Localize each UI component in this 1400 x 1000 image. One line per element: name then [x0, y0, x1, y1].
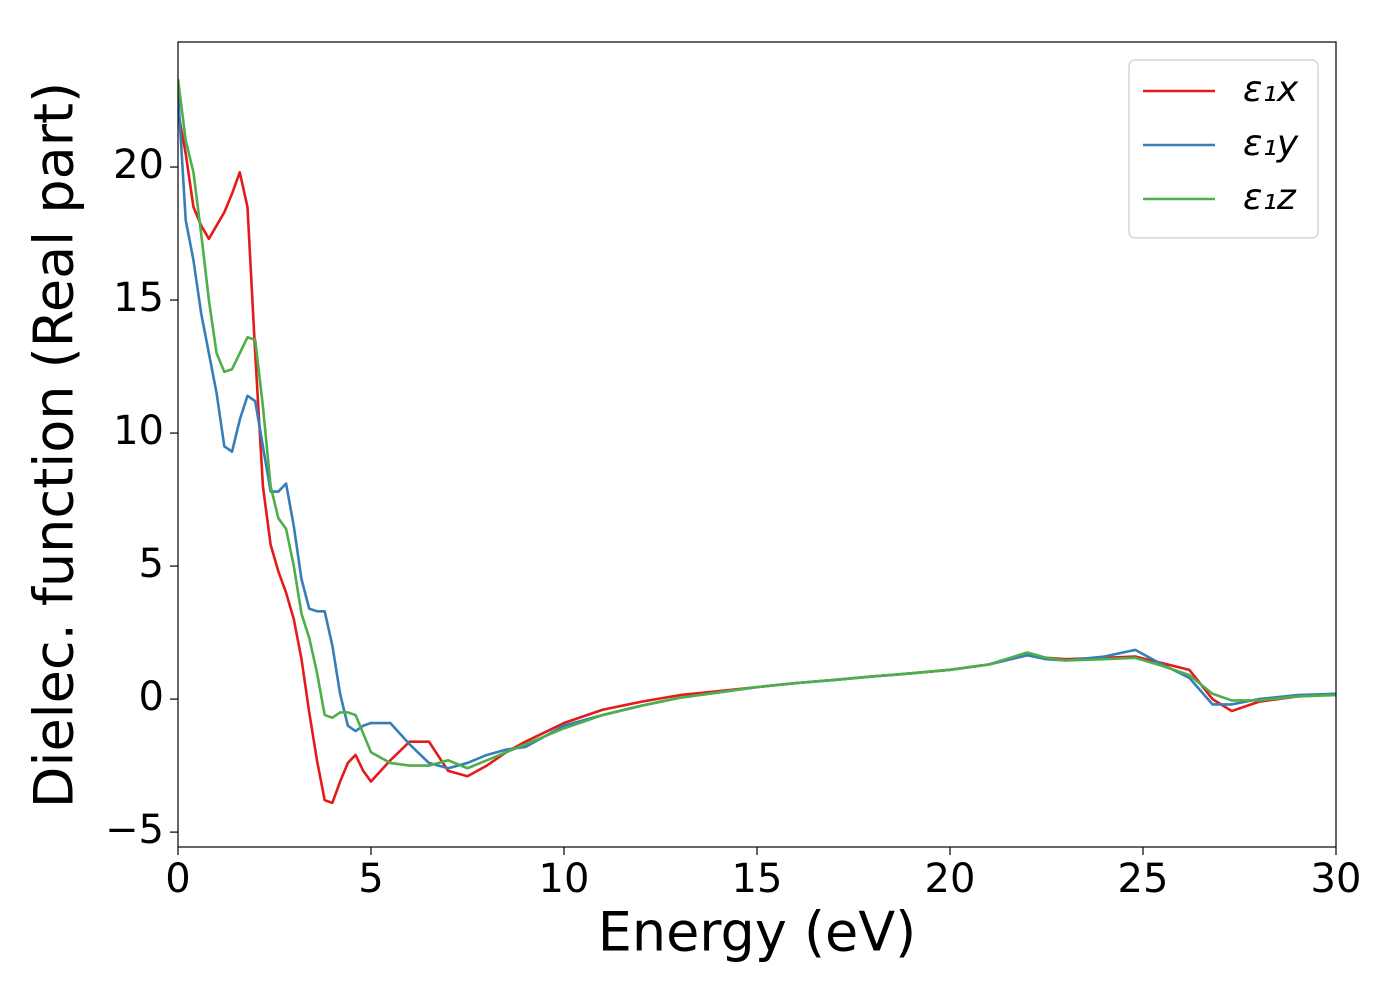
y-tick-label: 20: [113, 142, 164, 188]
x-tick-label: 5: [358, 856, 383, 902]
x-tick-label: 10: [539, 856, 590, 902]
x-axis-label: Energy (eV): [598, 901, 917, 964]
x-tick-label: 20: [925, 856, 976, 902]
series-line: [178, 79, 1336, 770]
legend-label: ε₁x: [1243, 69, 1299, 110]
x-tick-label: 30: [1311, 856, 1362, 902]
x-tick-label: 15: [732, 856, 783, 902]
y-axis-label: Dielec. function (Real part): [23, 82, 86, 808]
y-tick-label: 0: [139, 674, 164, 720]
y-tick-label: 10: [113, 408, 164, 454]
x-tick-label: 25: [1118, 856, 1169, 902]
y-tick-label: −5: [105, 807, 164, 853]
plot-frame: [177, 41, 1337, 848]
legend-box: [1128, 59, 1319, 239]
y-tick-label: 5: [139, 541, 164, 587]
y-tick-label: 15: [113, 275, 164, 321]
legend-label: ε₁z: [1243, 177, 1297, 218]
legend-label: ε₁y: [1243, 123, 1299, 164]
x-tick-label: 0: [165, 856, 190, 902]
